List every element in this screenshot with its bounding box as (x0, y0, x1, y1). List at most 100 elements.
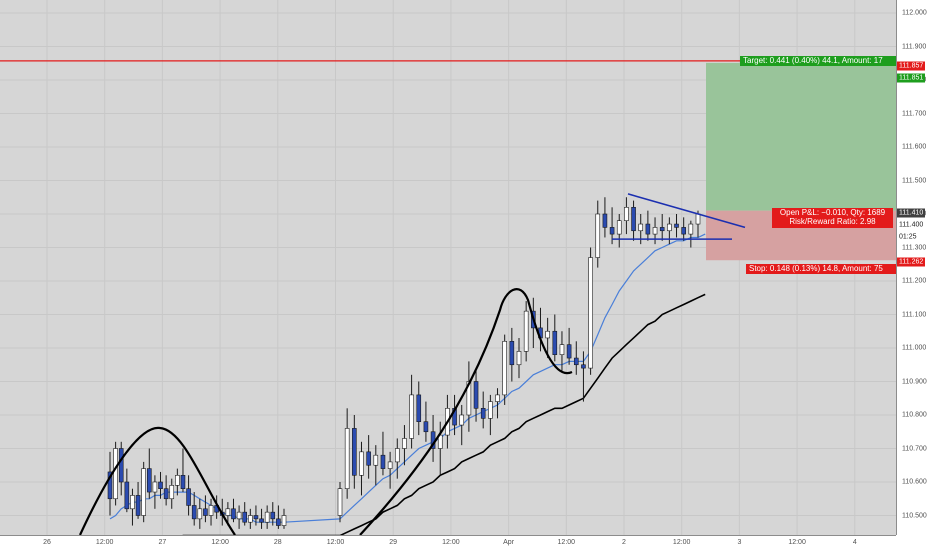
candle-body (681, 227, 686, 235)
candle[interactable] (248, 508, 253, 529)
candle[interactable] (459, 404, 465, 446)
candle[interactable] (473, 368, 479, 422)
candle-body (135, 495, 141, 516)
candle[interactable] (152, 475, 158, 509)
candle[interactable] (242, 502, 248, 526)
candle[interactable] (259, 508, 264, 529)
candle-body (595, 213, 601, 258)
candle[interactable] (135, 482, 141, 519)
candle[interactable] (595, 200, 601, 268)
candle[interactable] (113, 441, 118, 506)
target-price-tag: 111.851 (897, 73, 926, 83)
candle[interactable] (409, 374, 414, 449)
candle[interactable] (588, 247, 593, 375)
candle-body (152, 481, 158, 493)
candle[interactable] (118, 441, 124, 496)
candle[interactable] (495, 388, 500, 419)
candle[interactable] (197, 498, 203, 529)
candle[interactable] (141, 461, 146, 523)
candle[interactable] (130, 488, 135, 526)
candle[interactable] (169, 478, 175, 509)
candle[interactable] (616, 214, 622, 248)
candle[interactable] (545, 317, 550, 359)
target-zone[interactable] (706, 62, 896, 211)
price-tick-label: 111.500 (902, 177, 927, 184)
arc-pattern-drawing[interactable] (79, 426, 236, 535)
candle[interactable] (270, 502, 276, 526)
candle[interactable] (681, 217, 686, 241)
chart-pane[interactable]: Target: 0.441 (0.40%) 44.1, Amount: 17 S… (0, 0, 896, 535)
candle-body (509, 340, 515, 366)
candle[interactable] (231, 498, 236, 523)
candle[interactable] (124, 468, 130, 513)
time-axis[interactable]: 26 12:00 27 12:00 28 12:00 29 12:00 Apr 12:00 2 12:… (0, 535, 896, 551)
candle[interactable] (516, 337, 522, 379)
candle[interactable] (281, 508, 287, 529)
candle[interactable] (394, 438, 400, 479)
candle[interactable] (688, 220, 694, 248)
price-tick-label: 110.800 (902, 411, 927, 419)
candle[interactable] (158, 471, 163, 499)
candle[interactable] (186, 475, 191, 516)
candle[interactable] (667, 217, 672, 245)
time-tick-label: 12:00 (211, 539, 229, 546)
candle[interactable] (191, 492, 197, 526)
candle-body (203, 508, 208, 516)
position-zones[interactable] (706, 62, 896, 261)
candle[interactable] (175, 468, 180, 496)
candle[interactable] (344, 408, 350, 499)
candle[interactable] (480, 391, 486, 429)
price-chart[interactable] (0, 0, 896, 535)
candle[interactable] (659, 214, 665, 241)
candle[interactable] (253, 505, 259, 526)
moving-averages (109, 233, 706, 535)
candle[interactable] (631, 200, 636, 241)
candle[interactable] (380, 431, 386, 476)
candle[interactable] (366, 435, 371, 479)
candle[interactable] (602, 197, 608, 238)
candle[interactable] (402, 425, 407, 466)
candle[interactable] (208, 498, 214, 526)
candle[interactable] (387, 451, 393, 489)
candle-body (337, 488, 343, 516)
time-tick-label: 28 (273, 539, 282, 546)
candle[interactable] (609, 207, 615, 245)
candle[interactable] (509, 327, 515, 382)
candle[interactable] (352, 415, 357, 489)
candle-body (409, 394, 414, 439)
candle[interactable] (566, 327, 572, 365)
candle[interactable] (276, 505, 281, 529)
candle[interactable] (180, 448, 186, 493)
candle[interactable] (107, 451, 113, 516)
candle[interactable] (416, 381, 422, 436)
candle[interactable] (502, 334, 507, 405)
candle[interactable] (264, 505, 270, 529)
candle[interactable] (359, 441, 364, 496)
candle[interactable] (163, 475, 169, 506)
candle-body (163, 488, 169, 500)
price-axis[interactable]: 112.000111.900111.800111.700111.600111.5… (896, 0, 932, 535)
candle[interactable] (236, 505, 242, 529)
candle[interactable] (559, 331, 565, 372)
candle[interactable] (203, 495, 208, 523)
candle[interactable] (523, 301, 529, 362)
candle[interactable] (373, 445, 379, 486)
cup-pattern-drawing[interactable] (359, 288, 573, 535)
candle[interactable] (573, 341, 579, 375)
candle[interactable] (581, 351, 586, 402)
candle[interactable] (466, 361, 472, 432)
candle[interactable] (337, 482, 343, 523)
slow-moving-average-line (182, 293, 706, 535)
candle[interactable] (624, 197, 629, 235)
candle[interactable] (674, 214, 679, 238)
candle[interactable] (652, 217, 658, 245)
candle[interactable] (423, 401, 429, 442)
candle[interactable] (430, 415, 436, 462)
time-tick-label: 12:00 (557, 539, 576, 546)
candle[interactable] (552, 314, 558, 362)
triangle-upper-line[interactable] (627, 193, 746, 229)
candles[interactable] (107, 197, 701, 529)
candle[interactable] (488, 394, 493, 436)
candle[interactable] (645, 210, 651, 241)
candle[interactable] (146, 448, 152, 499)
